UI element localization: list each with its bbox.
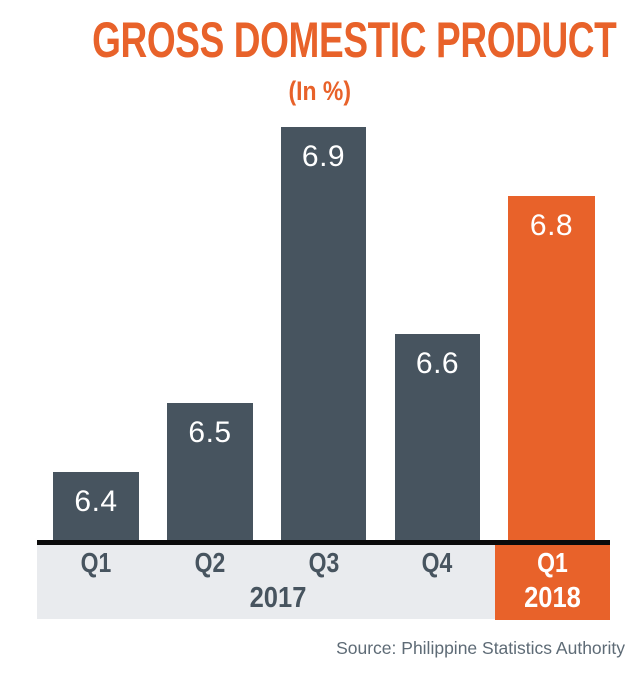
- chart-title-text: GROSS DOMESTIC PRODUCT: [92, 12, 617, 68]
- chart-subtitle-text: (In %): [288, 76, 352, 106]
- quarter-label-q1-2018: Q1: [537, 547, 568, 578]
- quarter-label-q4-2017: Q4: [421, 547, 453, 578]
- chart-title: GROSS DOMESTIC PRODUCT: [0, 14, 640, 66]
- axis-band-2018: Q1 2018: [495, 545, 610, 620]
- bar-value-label: 6.4: [74, 485, 118, 518]
- quarter-label-q3-2017: Q3: [308, 547, 340, 578]
- year-label-2017: 2017: [249, 582, 307, 614]
- bar-value-label: 6.6: [415, 347, 460, 380]
- chart-subtitle: (In %): [0, 74, 640, 108]
- bar-q2-2017: 6.5: [167, 403, 253, 541]
- axis-band-2017: [37, 545, 495, 619]
- x-axis-line: [37, 540, 610, 545]
- bar-value-label: 6.9: [301, 140, 346, 173]
- bar-q3-2017: 6.9: [281, 127, 366, 541]
- bar-value-label: 6.8: [529, 209, 574, 242]
- bar-value-label: 6.5: [188, 416, 232, 449]
- bar-q1-2018: 6.8: [508, 196, 595, 541]
- year-label-2018: 2018: [524, 582, 581, 614]
- quarter-label-q2-2017: Q2: [194, 547, 226, 578]
- source-credit: Source: Philippine Statistics Authority: [336, 638, 625, 658]
- bar-q1-2017: 6.4: [53, 472, 139, 541]
- quarter-label-q1-2017: Q1: [80, 547, 112, 578]
- bar-q4-2017: 6.6: [395, 334, 480, 541]
